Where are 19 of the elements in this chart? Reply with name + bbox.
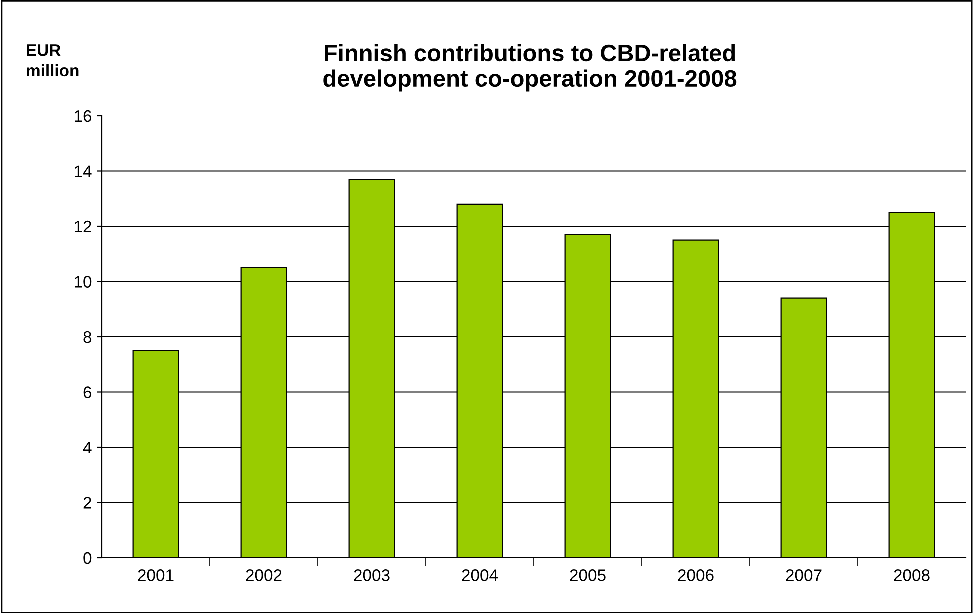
x-tick-label: 2008: [894, 570, 930, 582]
y-tick-label: 10: [75, 276, 92, 288]
x-tick-label: 2003: [354, 570, 390, 582]
y-tick-label: 8: [84, 331, 92, 344]
x-tick-label: 2007: [786, 570, 822, 582]
x-tick-label: 2006: [678, 570, 714, 582]
x-tick-label: 2004: [462, 570, 498, 582]
y-tick-label: 2: [84, 497, 92, 509]
y-tick-label: 6: [84, 386, 92, 398]
chart-title: Finnish contributions to CBD-related development co-operation 2001-2008: [324, 44, 737, 92]
x-tick-label: 2001: [138, 570, 174, 582]
x-tick-label: 2002: [246, 570, 282, 582]
y-tick-label: 14: [75, 166, 92, 178]
y-axis-title: EUR million: [27, 44, 79, 77]
y-tick-label: 16: [75, 110, 92, 122]
y-tick-label: 0: [84, 552, 92, 564]
y-tick-label: 4: [83, 442, 92, 454]
y-tick-label: 12: [75, 220, 92, 233]
x-tick-label: 2005: [570, 570, 606, 582]
